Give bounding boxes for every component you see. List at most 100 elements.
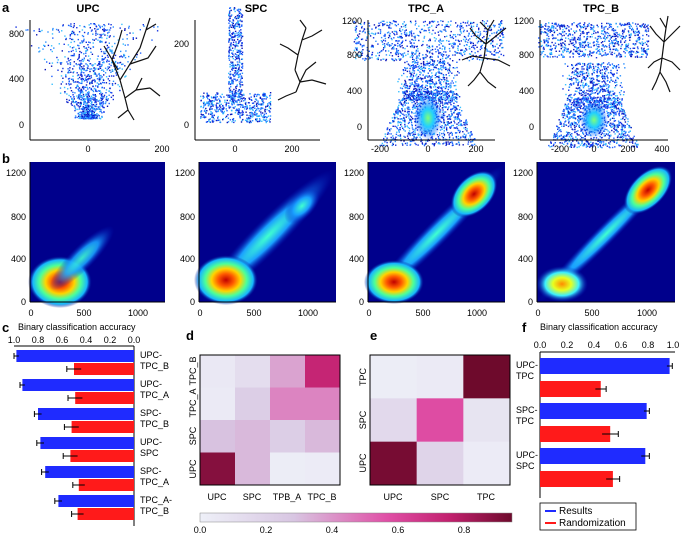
colorbar-tick-0.6: 0.6 xyxy=(392,525,405,534)
panel-e-cell-tpc-tpc xyxy=(463,355,511,399)
panel-f-legend-box xyxy=(539,502,637,531)
panel-b-3-ytick-400: 400 xyxy=(349,254,364,264)
tpcb-soma-density xyxy=(580,102,608,138)
panel-a-upc-ytick-400: 400 xyxy=(9,74,24,84)
tpca-soma-density xyxy=(414,96,442,140)
panel-a-upc-ytick-0: 0 xyxy=(19,120,24,130)
panel-d-ylabel-upc: UPC xyxy=(188,459,198,479)
panel-e-cell-spc-tpc xyxy=(463,398,511,442)
colorbar-gradient xyxy=(199,512,513,523)
panel-c-label-3-line1: UPC- xyxy=(140,437,162,447)
panel-a-upc-ytick-800: 800 xyxy=(9,29,24,39)
panel-c-tick-0.2: 0.2 xyxy=(104,335,117,345)
panel-c-bar-tpc_a-tpc_b-randomization xyxy=(77,508,134,520)
panel-e-ylabel-upc: UPC xyxy=(358,453,368,473)
panel-b-2-xtick-1000: 1000 xyxy=(298,308,318,318)
panel-b-4-ytick-0: 0 xyxy=(528,297,533,307)
panel-a-spc-ytick-0: 0 xyxy=(184,120,189,130)
panel-b-2-xtick-0: 0 xyxy=(197,308,202,318)
panel-d-frame xyxy=(199,354,341,486)
panel-f-bar-spc-tpc-results xyxy=(540,403,647,419)
panel-c-bar-spc-tpc_b-randomization xyxy=(71,421,134,433)
panel-e-xlabel-spc: SPC xyxy=(431,492,450,502)
panel-c-bars xyxy=(13,350,135,520)
panel-d-ylabel-tpcb: TPC_B xyxy=(188,356,198,385)
panel-b-3-xtick-0: 0 xyxy=(366,308,371,318)
panel-c-label-4-line2: TPC_A xyxy=(140,477,169,487)
panel-a-tpcb-xtick-400: 400 xyxy=(654,144,669,154)
panel-d-cell-tpc_b-upc xyxy=(200,355,236,388)
panel-f-bars xyxy=(540,358,673,487)
panel-b-3-ytick-800: 800 xyxy=(349,212,364,222)
panel-a-tpca-xtick-200: 200 xyxy=(468,144,483,154)
panel-c-tick-0.6: 0.6 xyxy=(56,335,69,345)
panel-c-bar-spc-tpc_a-randomization xyxy=(78,479,134,491)
panel-b-1-ytick-0: 0 xyxy=(21,297,26,307)
panel-c-label-3-line2: SPC xyxy=(140,448,159,458)
panel-e-cell-tpc-spc xyxy=(416,355,464,399)
panel-c-label-4-line1: SPC- xyxy=(140,466,162,476)
panel-c-tick-0.0: 0.0 xyxy=(128,335,141,345)
panel-c-label-5-line2: TPC_B xyxy=(140,506,169,516)
panel-a-tpcb-ytick-1200: 1200 xyxy=(514,16,534,26)
panel-d-xlabel-tpba: TPB_A xyxy=(273,492,302,502)
panel-b-3: 1200 800 400 0 0 500 1000 xyxy=(344,162,505,318)
panel-b-1-ytick-1200: 1200 xyxy=(6,168,26,178)
panel-c: c Binary classification accuracy 1.0 0.8… xyxy=(2,320,172,526)
panel-f-tick-0.0: 0.0 xyxy=(534,340,547,350)
panel-b-3-xtick-1000: 1000 xyxy=(467,308,487,318)
panel-b-4-main-density xyxy=(536,266,588,302)
panel-d-cell-tpc_a-spc xyxy=(235,387,271,421)
panel-e-cell-upc-upc xyxy=(370,441,417,486)
panel-b-1-diagonal-density xyxy=(49,225,115,291)
panel-d-cell-spc-spc xyxy=(235,420,271,453)
panel-b-2-ytick-0: 0 xyxy=(190,297,195,307)
panel-d-xlabel-spc: SPC xyxy=(243,492,262,502)
colorbar-tick-0.2: 0.2 xyxy=(260,525,273,534)
panel-f-bar-spc-tpc-randomization xyxy=(540,426,611,442)
panel-d-cell-spc-upc xyxy=(200,420,236,453)
panel-f-bar-upc-tpc-randomization xyxy=(540,381,601,397)
panel-f: f Binary classification accuracy 0.0 0.2… xyxy=(516,320,679,531)
upc-morphology-density xyxy=(15,23,159,120)
panel-d-cell-tpc_a-tpc_b xyxy=(305,387,341,421)
panel-c-bar-tpc_a-tpc_b-results xyxy=(58,495,134,507)
panel-a-tpca-xtick-n200: -200 xyxy=(371,144,389,154)
panel-a-tpca-title: TPC_A xyxy=(408,3,444,15)
panel-f-label-1-line2: TPC xyxy=(516,416,535,426)
panel-c-ticks: 1.0 0.8 0.6 0.4 0.2 0.0 xyxy=(8,335,141,345)
panel-f-bar-upc-spc-randomization xyxy=(540,471,613,487)
panel-c-bar-upc-spc-results xyxy=(40,437,134,449)
tpca-morphology-density xyxy=(353,20,505,147)
panel-c-bar-upc-spc-randomization xyxy=(70,450,134,462)
panel-f-tick-0.2: 0.2 xyxy=(561,340,574,350)
panel-d-cell-upc-spc xyxy=(235,452,271,486)
panel-d-xlabel-upc: UPC xyxy=(207,492,227,502)
panel-a-tpcb-xtick-n200: -200 xyxy=(551,144,569,154)
panel-a-tpcb-ytick-0: 0 xyxy=(529,122,534,132)
panel-e-xlabel-upc: UPC xyxy=(383,492,403,502)
panel-e-cell-upc-tpc xyxy=(463,441,511,486)
row-b: b 1200 800 400 0 0 500 1000 1200 800 xyxy=(2,151,675,318)
panel-b-3-ytick-1200: 1200 xyxy=(344,168,364,178)
panel-c-label-2-line1: SPC- xyxy=(140,408,162,418)
panel-a-upc-xtick-0: 0 xyxy=(85,144,90,154)
panel-a-tpcb-title: TPC_B xyxy=(583,3,619,15)
panel-b-3-upper-density xyxy=(450,170,498,218)
panel-d-ylabel-tpca: TPC_A xyxy=(188,388,198,417)
panel-e-ylabel-spc: SPC xyxy=(358,410,368,429)
panel-a-tpcb-ytick-400: 400 xyxy=(519,86,534,96)
panel-b-1-ytick-400: 400 xyxy=(11,254,26,264)
panel-e-cell-tpc-upc xyxy=(370,355,417,399)
panel-d-cell-tpc_a-tpb_a xyxy=(270,387,306,421)
panel-b-3-ytick-0: 0 xyxy=(359,297,364,307)
spc-neuron-icon xyxy=(277,19,327,101)
panel-a-tpca-ytick-400: 400 xyxy=(347,86,362,96)
colorbar-tick-0.8: 0.8 xyxy=(458,525,471,534)
panel-a-tpcb-xtick-0: 0 xyxy=(591,144,596,154)
panel-a-tpca-ytick-0: 0 xyxy=(357,122,362,132)
panel-e: e UPC SPC TPC TPC SPC UPC xyxy=(358,328,511,502)
panel-e-xlabel-tpc: TPC xyxy=(477,492,496,502)
panel-e-ylabel-tpc: TPC xyxy=(358,367,368,386)
panel-a-tpcb: TPC_B 1200 800 400 0 -200 0 200 400 xyxy=(514,3,681,154)
